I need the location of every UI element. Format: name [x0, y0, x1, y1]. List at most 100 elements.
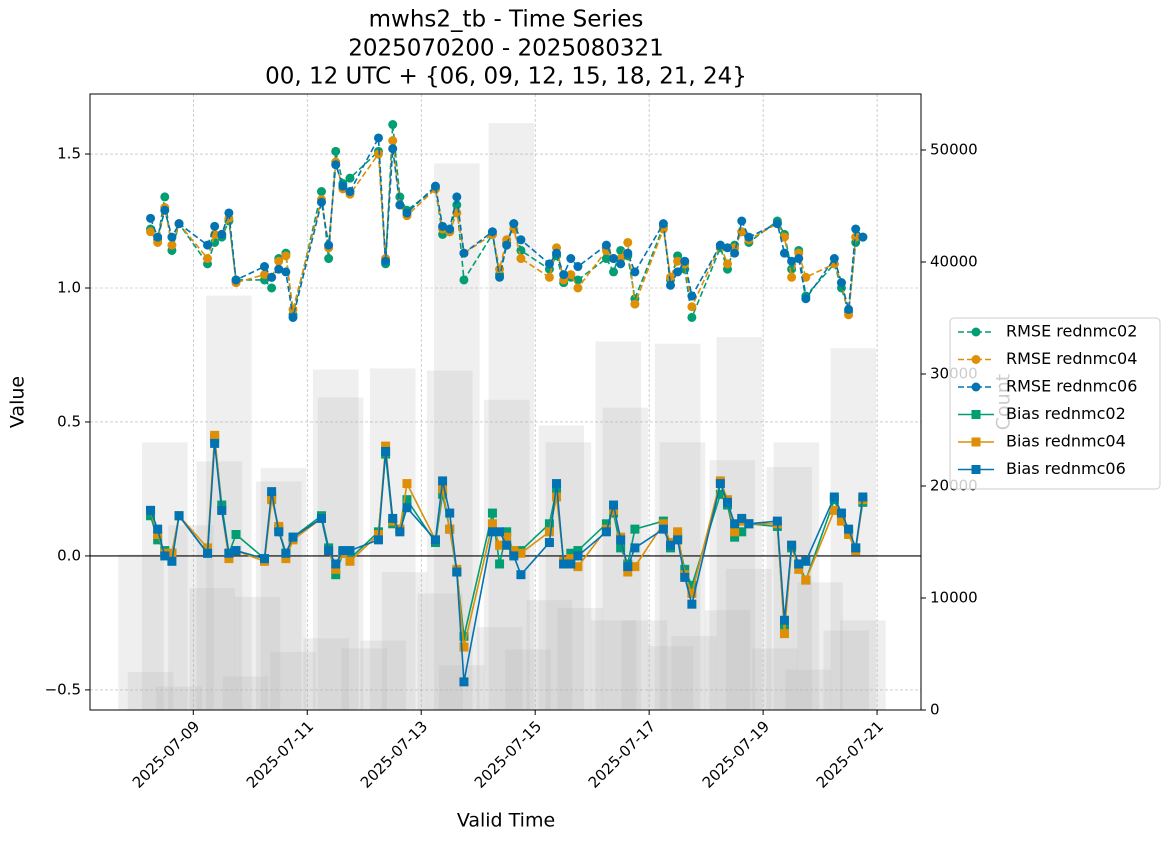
marker [794, 559, 804, 569]
marker [673, 535, 683, 545]
count-bar [766, 466, 813, 710]
marker [673, 256, 683, 266]
marker [203, 254, 213, 264]
marker [430, 535, 440, 545]
marker [851, 543, 861, 553]
marker [345, 546, 355, 556]
marker [673, 267, 683, 277]
marker [559, 559, 569, 569]
marker [224, 554, 234, 564]
marker [680, 564, 690, 574]
marker [601, 527, 611, 537]
marker [829, 254, 839, 264]
legend-marker [971, 382, 981, 392]
marker [231, 529, 241, 539]
legend-marker [971, 465, 981, 474]
marker [487, 508, 497, 518]
marker [844, 304, 854, 314]
count-bar [476, 627, 523, 710]
marker [153, 535, 163, 545]
marker [459, 248, 469, 258]
marker [779, 232, 789, 242]
marker [167, 232, 177, 242]
marker [630, 562, 640, 572]
marker [609, 254, 619, 264]
legend-label: RMSE rednmc06 [1006, 377, 1137, 396]
marker [274, 521, 284, 531]
marker [395, 527, 405, 537]
marker [836, 516, 846, 526]
marker [737, 216, 747, 226]
marker [388, 513, 398, 523]
x-tick-label: 2025-07-13 [357, 717, 431, 791]
marker [566, 554, 576, 564]
marker [324, 254, 334, 264]
marker [495, 540, 505, 550]
marker [402, 208, 412, 218]
marker [851, 232, 861, 242]
marker [203, 548, 213, 558]
x-tick-label: 2025-07-15 [471, 717, 545, 791]
marker [345, 187, 355, 197]
marker [609, 505, 619, 515]
marker [516, 235, 526, 245]
count-bar [303, 638, 350, 710]
marker [794, 254, 804, 264]
marker [260, 262, 270, 272]
marker [544, 527, 554, 537]
marker [801, 556, 811, 566]
marker [267, 283, 277, 293]
marker [338, 546, 348, 556]
marker [573, 262, 583, 272]
count-bar [234, 596, 281, 710]
marker [487, 527, 497, 537]
marker [146, 227, 156, 237]
marker [630, 299, 640, 309]
marker [687, 588, 697, 598]
marker [331, 146, 341, 156]
marker [388, 120, 398, 130]
plot-frame [89, 93, 922, 711]
count-bar [785, 669, 832, 710]
marker [722, 497, 732, 507]
chart-title: 00, 12 UTC + {06, 09, 12, 15, 18, 21, 24… [265, 64, 747, 90]
count-bar [709, 460, 756, 710]
marker [516, 570, 526, 580]
marker [146, 505, 156, 515]
marker [260, 554, 270, 564]
marker [495, 559, 505, 569]
marker [858, 232, 868, 242]
marker [844, 529, 854, 539]
marker [687, 599, 697, 609]
marker [167, 556, 177, 566]
marker [801, 272, 811, 282]
marker [623, 567, 633, 577]
marker [516, 548, 526, 558]
count-bar [341, 648, 388, 710]
legend-marker [971, 327, 981, 337]
marker [744, 519, 754, 529]
legend-marker [971, 410, 981, 419]
count-bar [270, 651, 316, 710]
marker [388, 144, 398, 154]
marker [666, 272, 676, 282]
marker [210, 430, 220, 440]
marker [573, 562, 583, 572]
marker [715, 489, 725, 499]
marker [566, 548, 576, 558]
marker [609, 500, 619, 510]
marker [373, 133, 383, 143]
marker [373, 535, 383, 545]
legend-label: Bias rednmc06 [1006, 459, 1126, 478]
marker [623, 237, 633, 247]
marker [559, 270, 569, 280]
marker [573, 275, 583, 285]
marker [459, 677, 469, 687]
marker [459, 275, 469, 285]
marker [516, 254, 526, 264]
marker [544, 519, 554, 529]
marker [509, 551, 519, 561]
y-tick-label: 1.0 [57, 278, 81, 296]
marker [544, 259, 554, 269]
marker [509, 546, 519, 556]
